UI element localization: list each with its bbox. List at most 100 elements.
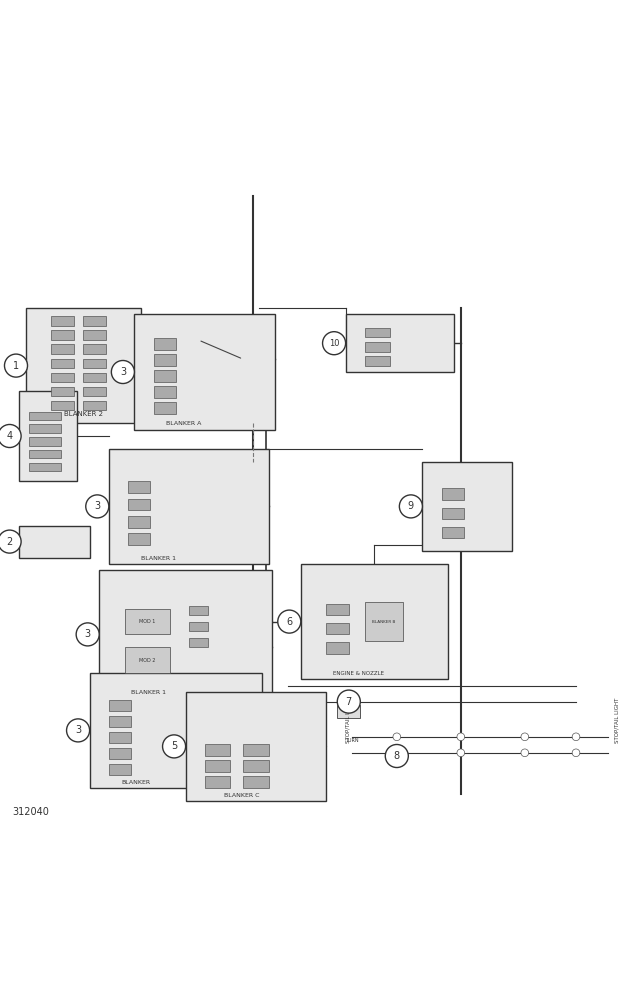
Bar: [29, 450, 61, 458]
Bar: [154, 402, 176, 414]
Bar: [51, 387, 74, 396]
Text: ENGINE & NOZZLE: ENGINE & NOZZLE: [333, 671, 384, 676]
Bar: [51, 373, 74, 382]
Bar: [337, 705, 360, 718]
Circle shape: [76, 623, 99, 646]
Circle shape: [572, 733, 580, 741]
Bar: [365, 356, 390, 366]
Bar: [109, 732, 131, 743]
Bar: [154, 386, 176, 398]
Text: 6: 6: [286, 617, 292, 627]
Bar: [365, 342, 390, 352]
Text: 9: 9: [408, 501, 414, 511]
Text: 312040: 312040: [13, 807, 50, 817]
Bar: [134, 314, 275, 430]
Bar: [442, 488, 464, 500]
Bar: [29, 463, 61, 471]
Circle shape: [4, 354, 28, 377]
Bar: [109, 700, 131, 711]
Bar: [243, 744, 269, 756]
Bar: [109, 764, 131, 775]
Bar: [365, 328, 390, 337]
Bar: [51, 330, 74, 340]
Bar: [243, 776, 269, 788]
Bar: [29, 437, 61, 446]
Circle shape: [67, 719, 90, 742]
Text: 3: 3: [75, 725, 81, 735]
Text: 8: 8: [394, 751, 400, 761]
Bar: [243, 760, 269, 772]
Circle shape: [385, 744, 408, 768]
Text: 4: 4: [6, 431, 13, 441]
Bar: [83, 316, 106, 326]
Text: BLANKER B: BLANKER B: [372, 620, 396, 624]
Bar: [51, 316, 74, 326]
Text: 7: 7: [346, 697, 352, 707]
Bar: [109, 449, 269, 564]
Circle shape: [572, 749, 580, 757]
Bar: [189, 638, 208, 647]
Bar: [109, 748, 131, 759]
Bar: [83, 401, 106, 410]
Bar: [326, 623, 349, 634]
Bar: [51, 344, 74, 354]
Circle shape: [521, 749, 529, 757]
Circle shape: [337, 690, 360, 713]
Bar: [154, 338, 176, 350]
Bar: [301, 564, 448, 679]
Bar: [109, 716, 131, 727]
Text: 5: 5: [171, 741, 177, 751]
Bar: [442, 527, 464, 538]
Bar: [205, 760, 230, 772]
Text: STOP/TAIL LIGHT: STOP/TAIL LIGHT: [614, 698, 620, 743]
Bar: [83, 359, 106, 368]
Circle shape: [457, 733, 465, 741]
Bar: [189, 622, 208, 631]
Text: BLANKER C: BLANKER C: [224, 793, 259, 798]
Circle shape: [163, 735, 186, 758]
Bar: [83, 344, 106, 354]
Circle shape: [457, 749, 465, 757]
Bar: [83, 387, 106, 396]
Circle shape: [86, 495, 109, 518]
Bar: [90, 673, 262, 788]
Text: BLANKER 2: BLANKER 2: [64, 411, 102, 417]
Circle shape: [399, 495, 422, 518]
Text: BLANKER A: BLANKER A: [166, 421, 202, 426]
Text: 1: 1: [13, 361, 19, 371]
Circle shape: [521, 733, 529, 741]
Bar: [125, 647, 170, 673]
Text: BLANKER 1: BLANKER 1: [131, 690, 166, 695]
Circle shape: [0, 424, 21, 448]
Bar: [128, 499, 150, 510]
Bar: [128, 481, 150, 493]
Text: 3: 3: [84, 629, 91, 639]
Bar: [186, 692, 326, 801]
Text: BLANKER 1: BLANKER 1: [141, 556, 176, 561]
Bar: [125, 609, 170, 634]
Bar: [29, 424, 61, 433]
Bar: [19, 526, 90, 558]
Circle shape: [111, 360, 134, 384]
Text: MOD 1: MOD 1: [139, 619, 156, 624]
Bar: [29, 412, 61, 420]
Bar: [326, 642, 349, 654]
Text: MOD 2: MOD 2: [139, 658, 156, 662]
Text: 2: 2: [6, 537, 13, 547]
Text: 3: 3: [120, 367, 126, 377]
Bar: [128, 533, 150, 545]
Bar: [205, 744, 230, 756]
Text: BLANKER: BLANKER: [122, 780, 151, 785]
Bar: [205, 776, 230, 788]
Text: 10: 10: [329, 339, 339, 348]
Text: STOP/TAIL LIGHT: STOP/TAIL LIGHT: [346, 698, 351, 743]
Bar: [26, 308, 141, 423]
Bar: [365, 602, 403, 641]
Bar: [128, 516, 150, 528]
Bar: [19, 391, 77, 481]
Circle shape: [278, 610, 301, 633]
Bar: [83, 330, 106, 340]
Text: 3: 3: [94, 501, 100, 511]
Bar: [442, 508, 464, 519]
Circle shape: [323, 332, 346, 355]
